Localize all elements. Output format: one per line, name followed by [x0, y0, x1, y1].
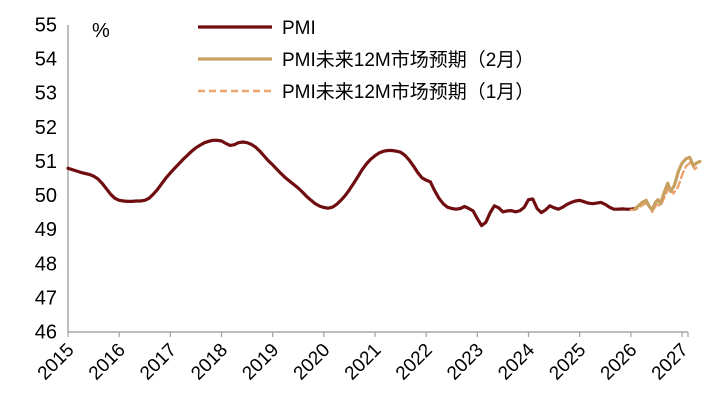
x-tick-label: 2026	[597, 340, 642, 385]
pmi-line	[66, 138, 637, 228]
y-tick-label: 54	[35, 49, 57, 71]
legend-label: PMI未来12M市场预期（2月）	[282, 49, 534, 71]
legend: PMI PMI未来12M市场预期（2月） PMI未来12M市场预期（1月）	[198, 18, 534, 103]
y-tick-label: 50	[35, 185, 57, 207]
x-tick-label: 2027	[648, 340, 693, 385]
x-tick-label: 2023	[443, 340, 488, 385]
x-tick-label: 2020	[290, 340, 335, 385]
x-tick-label: 2021	[341, 340, 386, 385]
y-tick-label: 52	[35, 117, 57, 139]
forecast-jan-line	[629, 160, 701, 214]
y-tick-label: 46	[35, 322, 57, 344]
x-tick-label: 2022	[392, 340, 437, 385]
y-tick-label: 55	[35, 15, 57, 37]
y-tick-label: 51	[35, 151, 57, 173]
y-tick-label: 49	[35, 219, 57, 241]
x-tick-label: 2024	[494, 339, 539, 384]
forecast-feb-line	[633, 155, 702, 212]
legend-label: PMI	[282, 18, 316, 39]
y-tick-label: 48	[35, 253, 57, 275]
x-tick-label: 2025	[545, 340, 590, 385]
x-tick-label: 2015	[34, 340, 79, 385]
y-tick-label: 53	[35, 83, 57, 105]
x-tick-label: 2018	[187, 340, 232, 385]
y-axis-unit-label: %	[92, 20, 110, 42]
y-tick-label: 47	[35, 287, 57, 309]
legend-label: PMI未来12M市场预期（1月）	[282, 81, 534, 103]
x-tick-label: 2016	[85, 340, 130, 385]
x-tick-label: 2019	[238, 340, 283, 385]
x-tick-label: 2017	[136, 340, 181, 385]
